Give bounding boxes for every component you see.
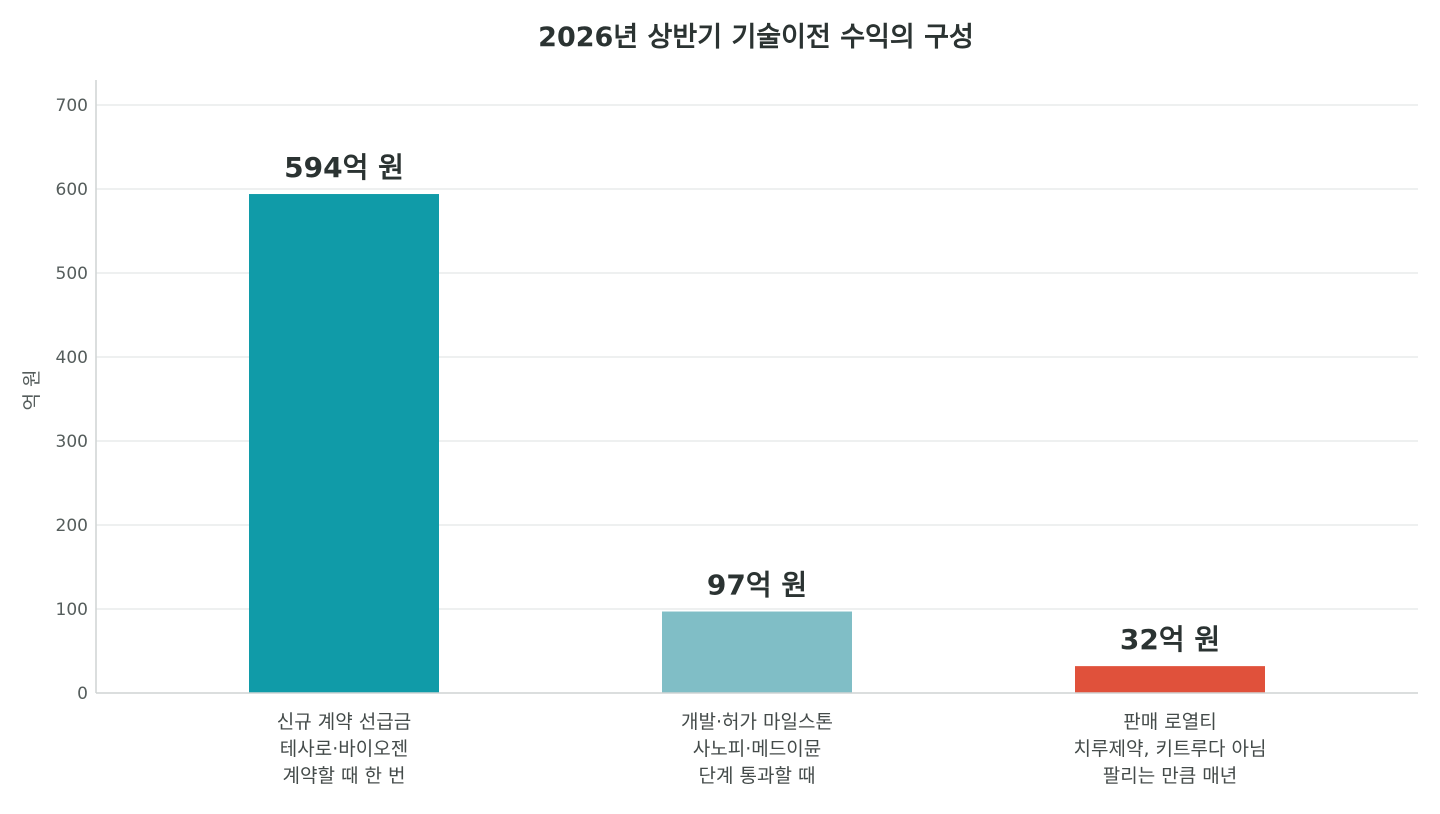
- category-label-1-line-1: 신규 계약 선급금: [277, 711, 411, 733]
- bar-2: [662, 611, 852, 693]
- category-label-2-line-2: 사노피·메드이뮨: [693, 738, 821, 760]
- labels: 0 100 200 300 400 500 600 700 594억 원신규 계약 선급금테사로…: [56, 96, 1267, 787]
- bars: [249, 194, 1265, 694]
- category-label-1-line-3: 계약할 때 한 번: [283, 765, 406, 787]
- category-label-1-line-2: 테사로·바이오젠: [280, 738, 408, 760]
- category-label-3-line-3: 팔리는 만큼 매년: [1103, 765, 1237, 787]
- category-label-2-line-3: 단계 통과할 때: [699, 765, 816, 787]
- y-tick-label: 300: [56, 432, 88, 452]
- bar-1: [249, 194, 439, 694]
- y-tick-label: 400: [56, 348, 88, 368]
- data-label-3: 32억 원: [1120, 623, 1220, 656]
- data-label-2: 97억 원: [707, 569, 807, 602]
- chart-title: 2026년 상반기 기술이전 수익의 구성: [538, 22, 974, 53]
- category-label-3-line-1: 판매 로열티: [1123, 711, 1216, 733]
- y-tick-label: 500: [56, 264, 88, 284]
- y-tick-label: 600: [56, 180, 88, 200]
- data-label-1: 594억 원: [284, 151, 404, 184]
- category-label-2-line-1: 개발·허가 마일스톤: [681, 711, 833, 733]
- y-tick-label: 200: [56, 516, 88, 536]
- y-tick-label: 700: [56, 96, 88, 116]
- category-label-3-line-2: 치루제약, 키트루다 아님: [1074, 738, 1267, 760]
- y-tick-label: 100: [56, 600, 88, 620]
- bar-3: [1075, 666, 1265, 693]
- axes: [95, 80, 1418, 694]
- y-axis-label: 억 원: [21, 370, 43, 411]
- y-tick-label: 0: [77, 684, 88, 704]
